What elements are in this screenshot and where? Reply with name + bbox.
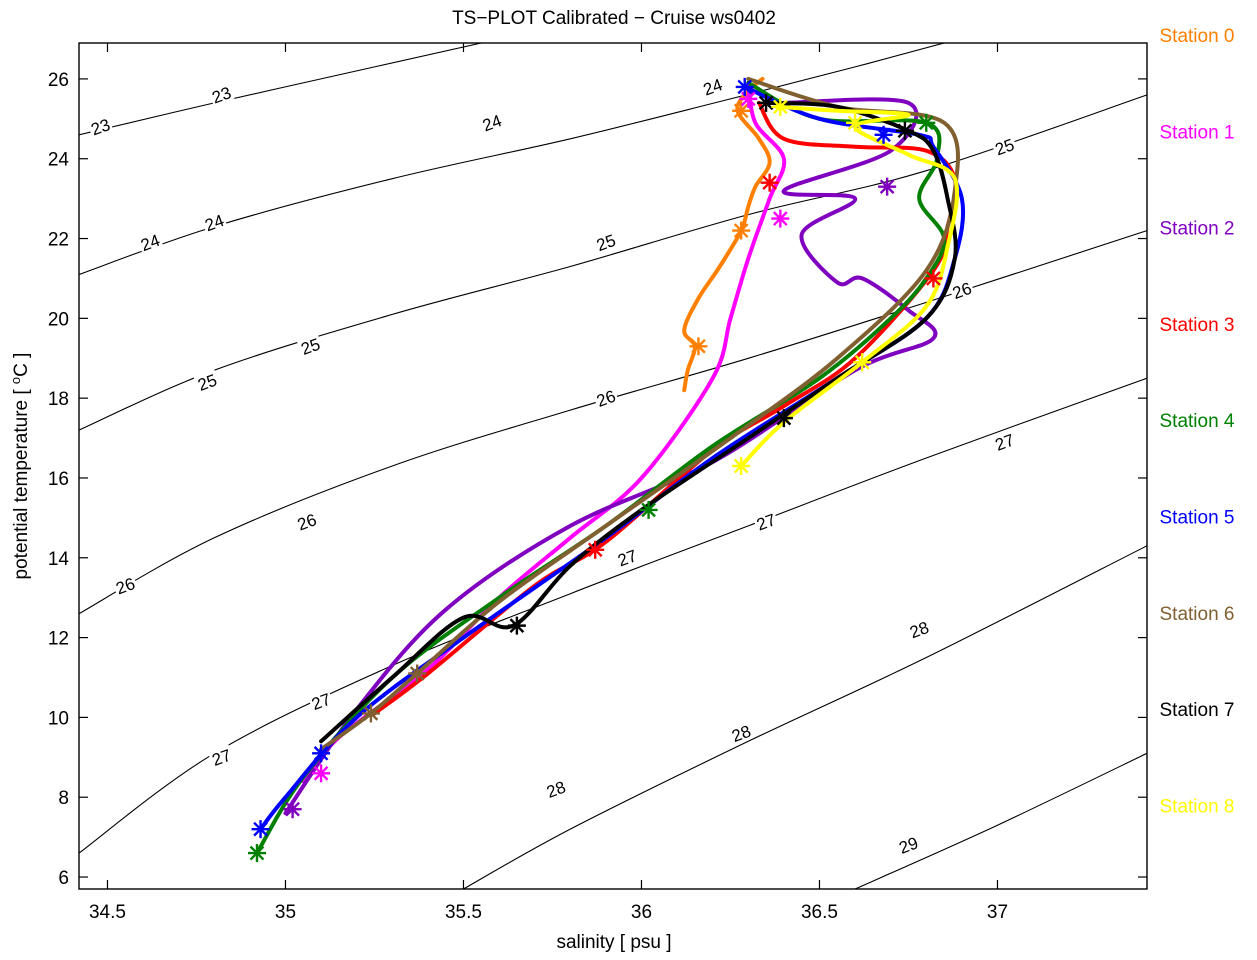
x-tick-label: 34.5 <box>89 902 126 923</box>
y-tick-label: 22 <box>48 230 69 251</box>
chart-title: TS−PLOT Calibrated − Cruise ws0402 <box>452 8 776 29</box>
contour-line-26 <box>79 230 1147 615</box>
y-tick-label: 20 <box>48 309 69 330</box>
x-tick-label: 36 <box>631 902 652 923</box>
legend-entry-station-5: Station 5 <box>1160 508 1235 529</box>
marker-station-7 <box>774 409 793 428</box>
legend-entry-station-3: Station 3 <box>1160 315 1235 336</box>
marker-station-1 <box>312 764 331 783</box>
density-contours <box>79 43 1147 889</box>
series-line-station-1 <box>301 80 787 784</box>
y-tick-label: 16 <box>48 469 69 490</box>
marker-station-5 <box>874 125 893 144</box>
marker-station-7 <box>757 93 776 112</box>
x-tick-label: 35.5 <box>445 902 482 923</box>
marker-station-5 <box>312 744 331 763</box>
series-line-station-4 <box>255 80 947 856</box>
y-tick-label: 26 <box>48 70 69 91</box>
marker-station-3 <box>760 173 779 192</box>
contour-line-23 <box>79 43 482 136</box>
marker-station-4 <box>917 113 936 132</box>
marker-station-5 <box>251 820 270 839</box>
plot-frame <box>78 42 1148 890</box>
legend-entry-station-2: Station 2 <box>1160 219 1235 240</box>
x-tick-label: 36.5 <box>801 902 838 923</box>
series-line-station-2 <box>283 97 938 816</box>
contour-labels: 2323242424242525252526262626272727272728… <box>86 73 1018 858</box>
y-tick-label: 12 <box>48 629 69 650</box>
marker-station-0 <box>732 101 751 120</box>
marker-station-4 <box>639 500 658 519</box>
station-markers <box>248 77 943 863</box>
y-tick-label: 24 <box>48 150 70 171</box>
marker-station-2 <box>878 177 897 196</box>
y-tick-label: 10 <box>48 708 69 729</box>
y-tick-label: 18 <box>48 389 69 410</box>
legend-entry-station-8: Station 8 <box>1160 796 1235 817</box>
marker-station-0 <box>732 221 751 240</box>
marker-station-3 <box>924 269 943 288</box>
contour-line-24 <box>79 43 945 276</box>
series-line-station-6 <box>319 76 960 752</box>
marker-station-8 <box>771 97 790 116</box>
series-line-station-8 <box>739 104 960 468</box>
legend-entry-station-4: Station 4 <box>1160 411 1235 432</box>
marker-station-1 <box>771 209 790 228</box>
x-tick-label: 35 <box>275 902 296 923</box>
contour-line-25 <box>79 94 1147 431</box>
legend-entry-station-0: Station 0 <box>1160 26 1235 47</box>
marker-station-8 <box>732 457 751 475</box>
marker-station-0 <box>689 337 708 356</box>
x-tick-label: 37 <box>987 902 1008 923</box>
y-tick-label: 8 <box>58 788 69 809</box>
contour-line-29 <box>854 752 1147 889</box>
legend-entry-station-1: Station 1 <box>1160 122 1235 143</box>
contour-line-28 <box>463 545 1147 889</box>
y-axis-title: potential temperature [ oC ] <box>8 353 32 580</box>
legend: Station 0 Station 1 Station 2 Station 3 Stat… <box>1160 26 1235 817</box>
y-tick-label: 14 <box>48 549 70 570</box>
marker-station-7 <box>895 121 914 140</box>
marker-station-6 <box>408 664 427 683</box>
y-axis-ticks: 6 8 10 12 14 16 18 20 22 24 26 <box>48 70 1147 889</box>
marker-station-2 <box>283 800 302 819</box>
legend-entry-station-7: Station 7 <box>1160 700 1235 721</box>
y-tick-label: 6 <box>58 868 69 889</box>
marker-station-4 <box>248 844 266 863</box>
marker-station-8 <box>853 353 872 372</box>
marker-station-1 <box>739 89 758 108</box>
contour-line-27 <box>79 377 1147 854</box>
marker-station-5 <box>735 77 754 96</box>
series-line-station-7 <box>319 100 958 744</box>
marker-station-7 <box>507 616 526 635</box>
marker-station-3 <box>586 540 605 559</box>
marker-station-6 <box>361 704 380 723</box>
station-profiles <box>255 76 966 856</box>
marker-station-8 <box>846 113 865 132</box>
x-axis-title: salinity [ psu ] <box>556 932 671 953</box>
x-axis-ticks: 34.5 35 35.5 36 36.5 37 <box>89 43 1008 923</box>
legend-entry-station-6: Station 6 <box>1160 604 1235 625</box>
